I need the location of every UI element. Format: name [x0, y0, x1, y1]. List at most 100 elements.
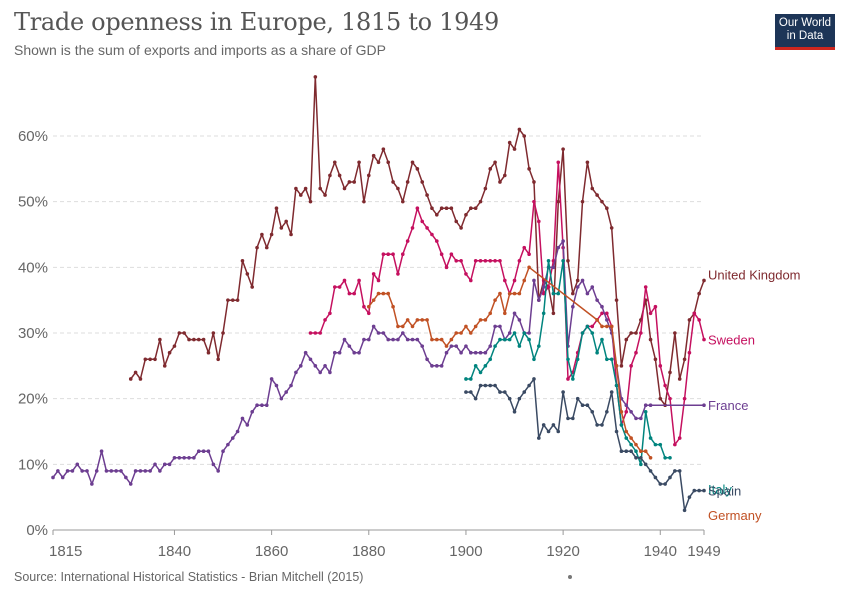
data-point[interactable]	[328, 370, 332, 375]
data-point[interactable]	[454, 219, 459, 224]
data-point[interactable]	[439, 337, 444, 342]
data-point[interactable]	[629, 364, 633, 368]
data-point[interactable]	[75, 462, 80, 467]
data-point[interactable]	[522, 278, 527, 283]
data-point[interactable]	[357, 278, 361, 283]
data-point[interactable]	[65, 469, 70, 473]
data-point[interactable]	[85, 469, 89, 473]
data-point[interactable]	[527, 167, 531, 171]
data-point[interactable]	[575, 396, 580, 401]
data-point[interactable]	[682, 396, 687, 401]
data-point[interactable]	[653, 442, 658, 447]
data-point[interactable]	[308, 199, 313, 204]
data-point[interactable]	[702, 278, 706, 283]
data-point[interactable]	[687, 495, 692, 499]
data-point[interactable]	[561, 147, 565, 151]
data-point[interactable]	[444, 265, 449, 270]
data-point[interactable]	[274, 383, 279, 388]
data-point[interactable]	[639, 462, 643, 467]
data-point[interactable]	[561, 258, 565, 263]
data-point[interactable]	[90, 482, 94, 486]
data-point[interactable]	[56, 469, 60, 473]
data-point[interactable]	[634, 449, 638, 454]
data-point[interactable]	[600, 304, 604, 309]
data-point[interactable]	[478, 370, 483, 375]
data-point[interactable]	[556, 160, 561, 165]
data-point[interactable]	[226, 442, 230, 447]
data-point[interactable]	[629, 449, 633, 454]
data-point[interactable]	[187, 337, 191, 342]
data-point[interactable]	[546, 285, 551, 289]
data-point[interactable]	[298, 364, 303, 368]
data-point[interactable]	[70, 469, 75, 473]
data-point[interactable]	[609, 226, 614, 230]
data-point[interactable]	[469, 331, 473, 335]
data-point[interactable]	[517, 291, 522, 296]
data-point[interactable]	[590, 410, 595, 414]
data-point[interactable]	[260, 232, 264, 237]
data-point[interactable]	[226, 298, 230, 302]
data-point[interactable]	[498, 258, 502, 263]
data-point[interactable]	[527, 252, 531, 256]
data-point[interactable]	[182, 455, 186, 460]
data-point[interactable]	[128, 482, 133, 486]
data-point[interactable]	[332, 285, 337, 289]
data-point[interactable]	[303, 186, 308, 191]
data-point[interactable]	[430, 232, 434, 237]
data-point[interactable]	[255, 245, 259, 250]
data-point[interactable]	[362, 337, 366, 342]
data-point[interactable]	[177, 331, 182, 335]
data-point[interactable]	[318, 331, 323, 335]
data-point[interactable]	[663, 383, 667, 388]
data-point[interactable]	[167, 350, 172, 355]
data-point[interactable]	[673, 331, 677, 335]
data-point[interactable]	[668, 475, 672, 480]
data-point[interactable]	[332, 160, 337, 165]
data-point[interactable]	[434, 364, 439, 368]
data-point[interactable]	[294, 370, 298, 375]
data-point[interactable]	[517, 127, 522, 132]
data-point[interactable]	[352, 291, 357, 296]
data-point[interactable]	[590, 285, 595, 289]
data-point[interactable]	[298, 193, 303, 197]
data-point[interactable]	[493, 298, 497, 302]
data-point[interactable]	[551, 311, 556, 316]
data-point[interactable]	[366, 173, 371, 178]
data-point[interactable]	[420, 180, 425, 184]
data-point[interactable]	[400, 324, 405, 329]
data-point[interactable]	[303, 350, 308, 355]
data-point[interactable]	[634, 350, 638, 355]
data-point[interactable]	[473, 350, 478, 355]
data-point[interactable]	[425, 318, 429, 322]
data-point[interactable]	[537, 344, 541, 348]
data-point[interactable]	[420, 219, 425, 224]
data-point[interactable]	[493, 160, 497, 165]
data-point[interactable]	[337, 350, 342, 355]
data-point[interactable]	[682, 508, 687, 513]
data-point[interactable]	[464, 344, 468, 348]
data-point[interactable]	[469, 377, 473, 381]
data-point[interactable]	[629, 331, 633, 335]
owid-logo[interactable]: Our World in Data	[775, 14, 835, 50]
data-point[interactable]	[415, 167, 420, 171]
data-point[interactable]	[376, 278, 381, 283]
data-point[interactable]	[313, 364, 318, 368]
data-point[interactable]	[459, 350, 463, 355]
data-point[interactable]	[430, 364, 434, 368]
data-point[interactable]	[410, 324, 415, 329]
data-point[interactable]	[478, 318, 483, 322]
data-point[interactable]	[605, 410, 609, 414]
data-point[interactable]	[512, 331, 517, 335]
data-point[interactable]	[590, 324, 595, 329]
data-point[interactable]	[464, 324, 468, 329]
data-point[interactable]	[172, 455, 177, 460]
data-point[interactable]	[396, 324, 400, 329]
data-point[interactable]	[211, 331, 216, 335]
data-point[interactable]	[148, 357, 152, 362]
data-point[interactable]	[702, 488, 706, 493]
data-point[interactable]	[624, 410, 629, 414]
data-point[interactable]	[668, 370, 672, 375]
data-point[interactable]	[104, 469, 109, 473]
data-point[interactable]	[673, 442, 677, 447]
data-point[interactable]	[648, 403, 653, 408]
